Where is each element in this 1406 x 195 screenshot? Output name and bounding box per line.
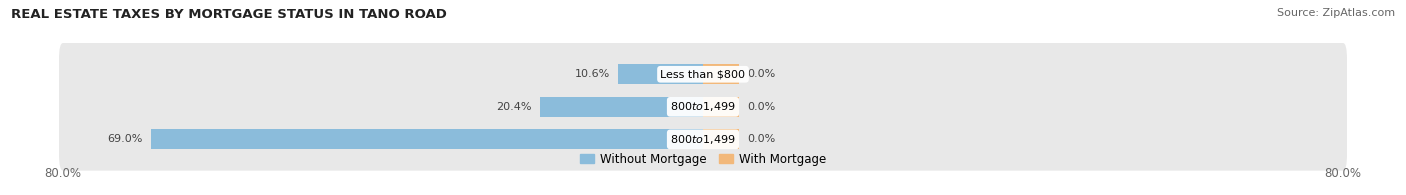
Bar: [619, 64, 703, 84]
FancyBboxPatch shape: [59, 43, 1347, 105]
FancyBboxPatch shape: [59, 108, 1347, 171]
Text: Less than $800: Less than $800: [661, 69, 745, 79]
Legend: Without Mortgage, With Mortgage: Without Mortgage, With Mortgage: [575, 148, 831, 170]
Bar: [703, 64, 740, 84]
Text: 0.0%: 0.0%: [747, 134, 775, 144]
Text: 10.6%: 10.6%: [575, 69, 610, 79]
Bar: [703, 129, 740, 150]
Bar: [703, 97, 740, 117]
Text: $800 to $1,499: $800 to $1,499: [671, 100, 735, 113]
Text: 0.0%: 0.0%: [747, 69, 775, 79]
FancyBboxPatch shape: [59, 76, 1347, 138]
Text: 0.0%: 0.0%: [747, 102, 775, 112]
Bar: [150, 129, 703, 150]
Text: REAL ESTATE TAXES BY MORTGAGE STATUS IN TANO ROAD: REAL ESTATE TAXES BY MORTGAGE STATUS IN …: [11, 8, 447, 21]
Text: 69.0%: 69.0%: [108, 134, 143, 144]
Bar: [540, 97, 703, 117]
Text: 20.4%: 20.4%: [496, 102, 531, 112]
Text: Source: ZipAtlas.com: Source: ZipAtlas.com: [1277, 8, 1395, 18]
Text: $800 to $1,499: $800 to $1,499: [671, 133, 735, 146]
